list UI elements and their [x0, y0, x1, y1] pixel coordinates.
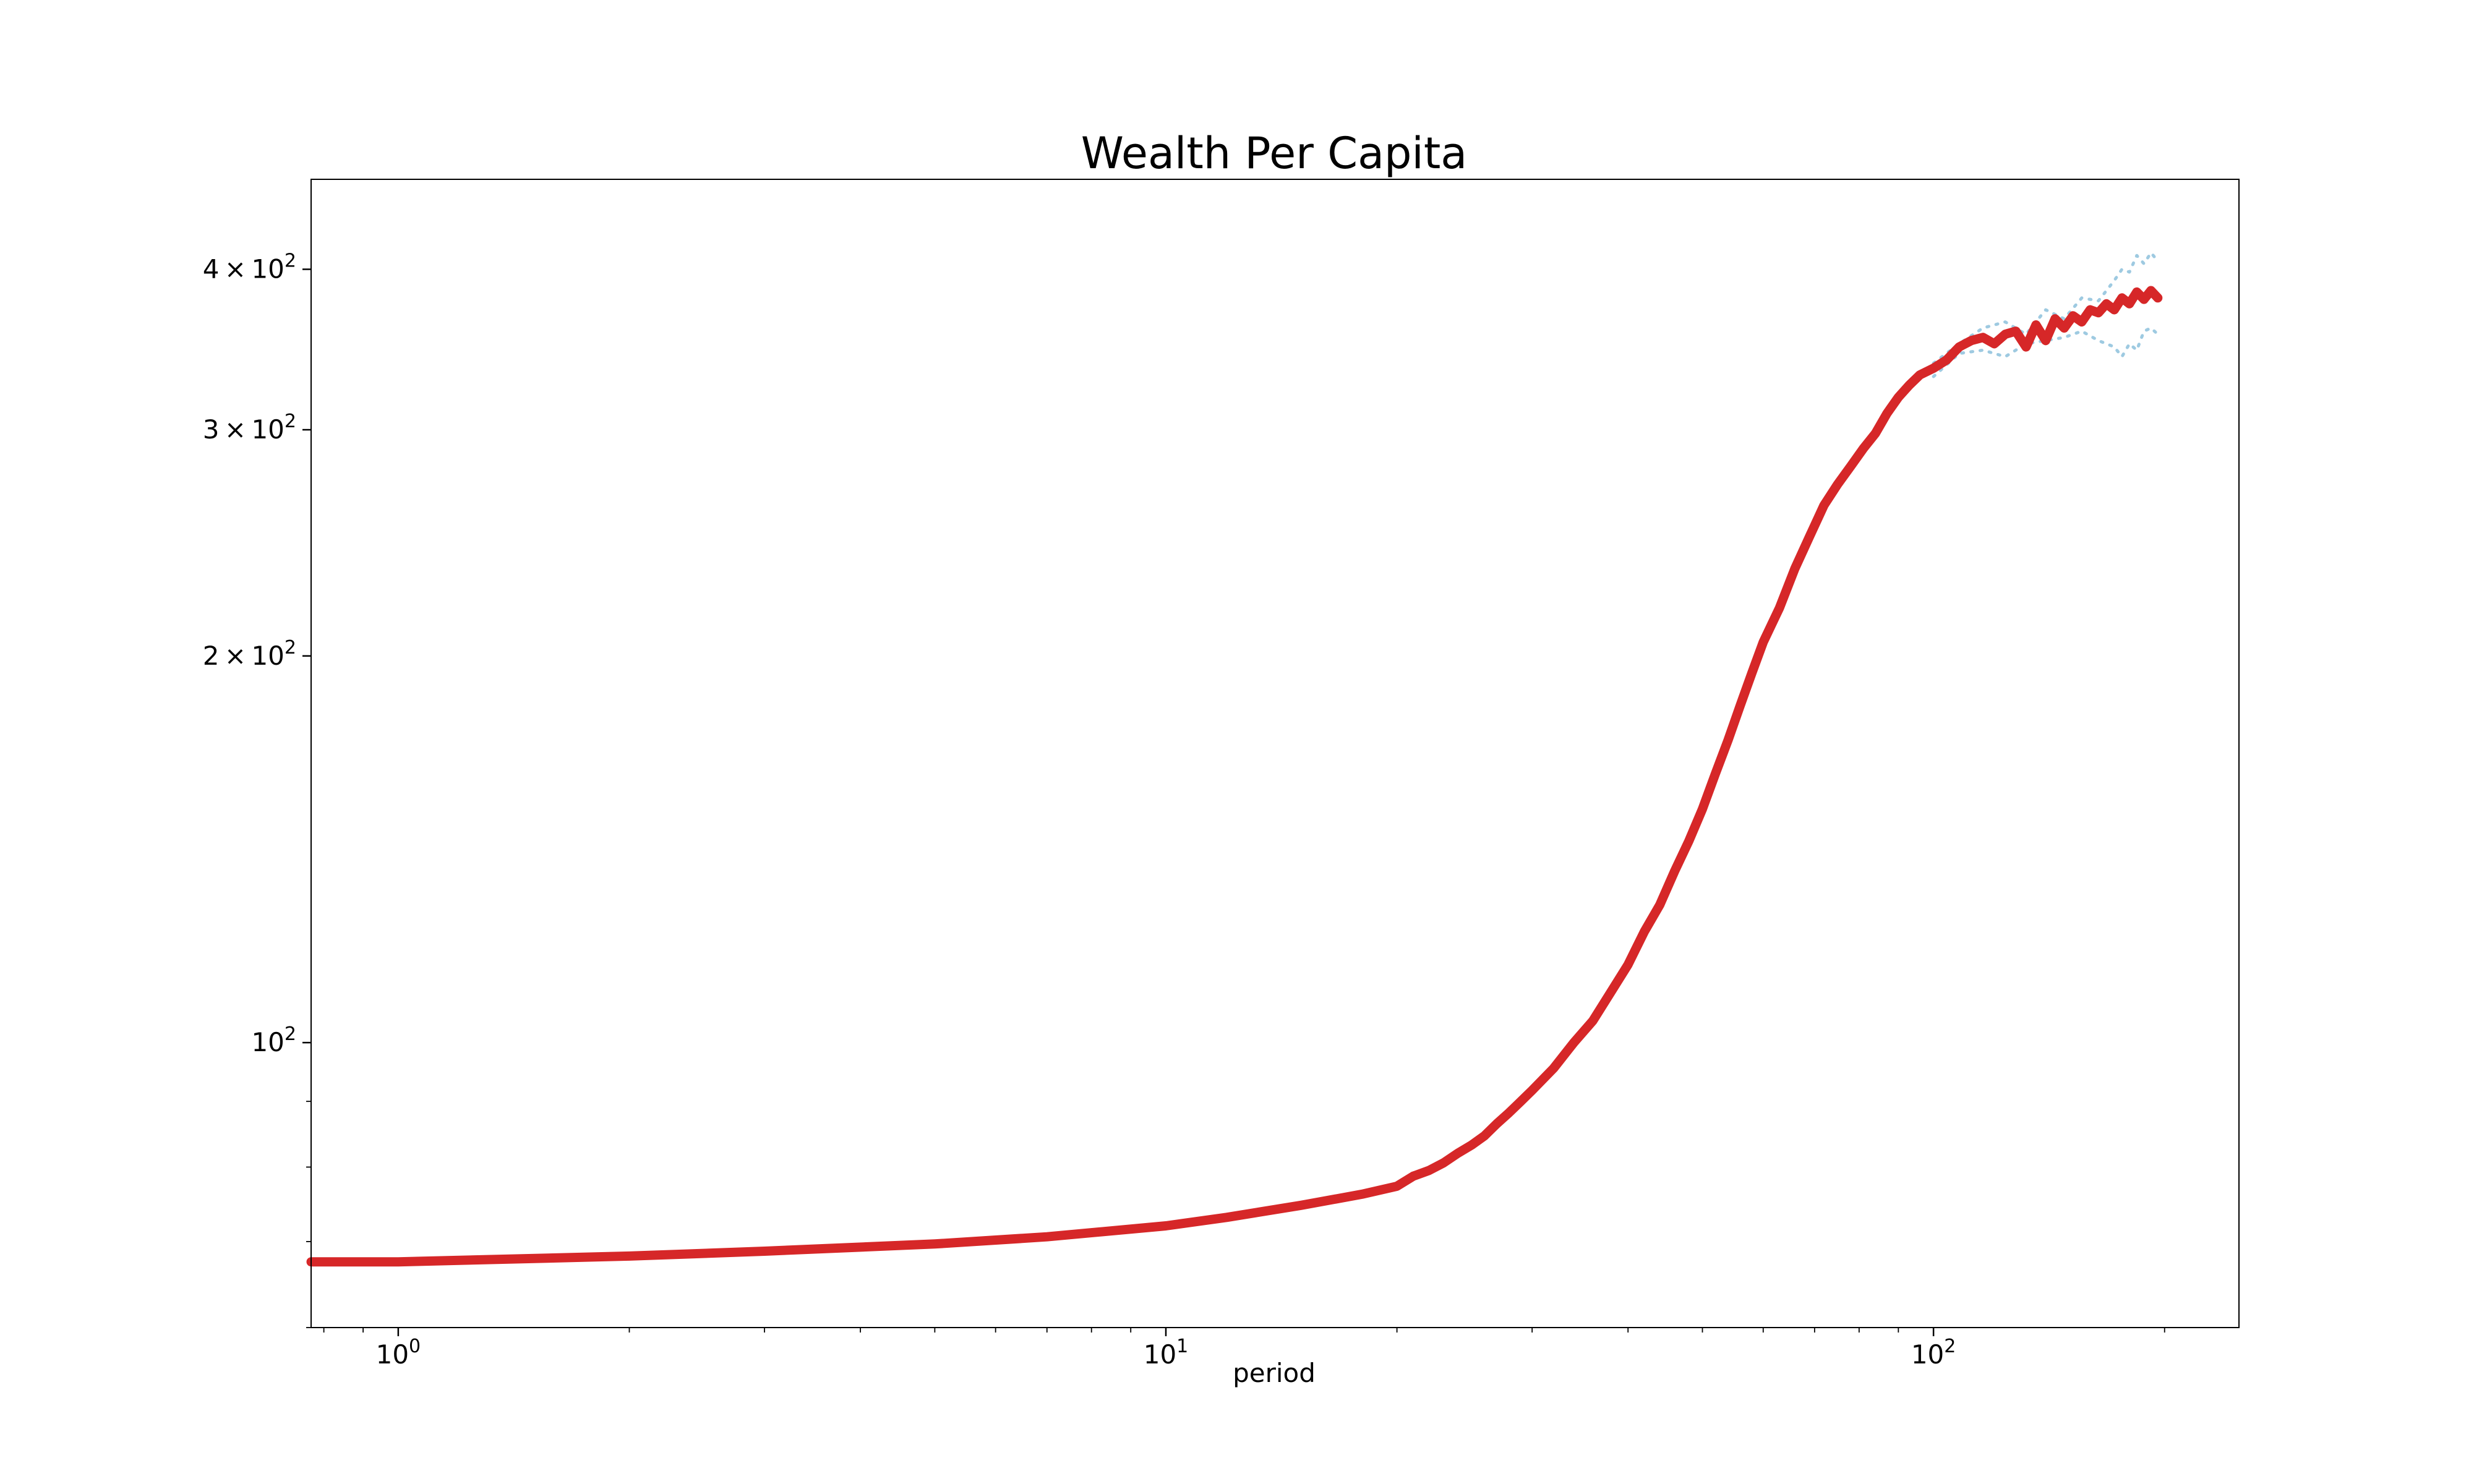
y-tick-label-3: 4 × 102 [203, 250, 296, 284]
y-tick-label-1: 2 × 102 [203, 637, 296, 671]
series-line-upper-band [1932, 251, 2160, 365]
x-tick-label-0: 100 [376, 1336, 421, 1370]
plot-frame [310, 179, 2240, 1328]
y-tick-label-0: 102 [251, 1023, 296, 1057]
series-line-mean [306, 286, 2163, 1267]
y-axis: 102 2 × 102 3 × 102 4 × 102 [203, 250, 311, 1328]
x-axis: 100 101 102 [323, 1328, 2165, 1370]
plot-area [306, 251, 2163, 1267]
x-tick-label-1: 101 [1144, 1336, 1189, 1370]
y-tick-label-2: 3 × 102 [203, 411, 296, 445]
x-tick-label-2: 102 [1911, 1336, 1956, 1370]
x-axis-label: period [1233, 1358, 1316, 1388]
chart-title: Wealth Per Capita [1081, 128, 1467, 179]
